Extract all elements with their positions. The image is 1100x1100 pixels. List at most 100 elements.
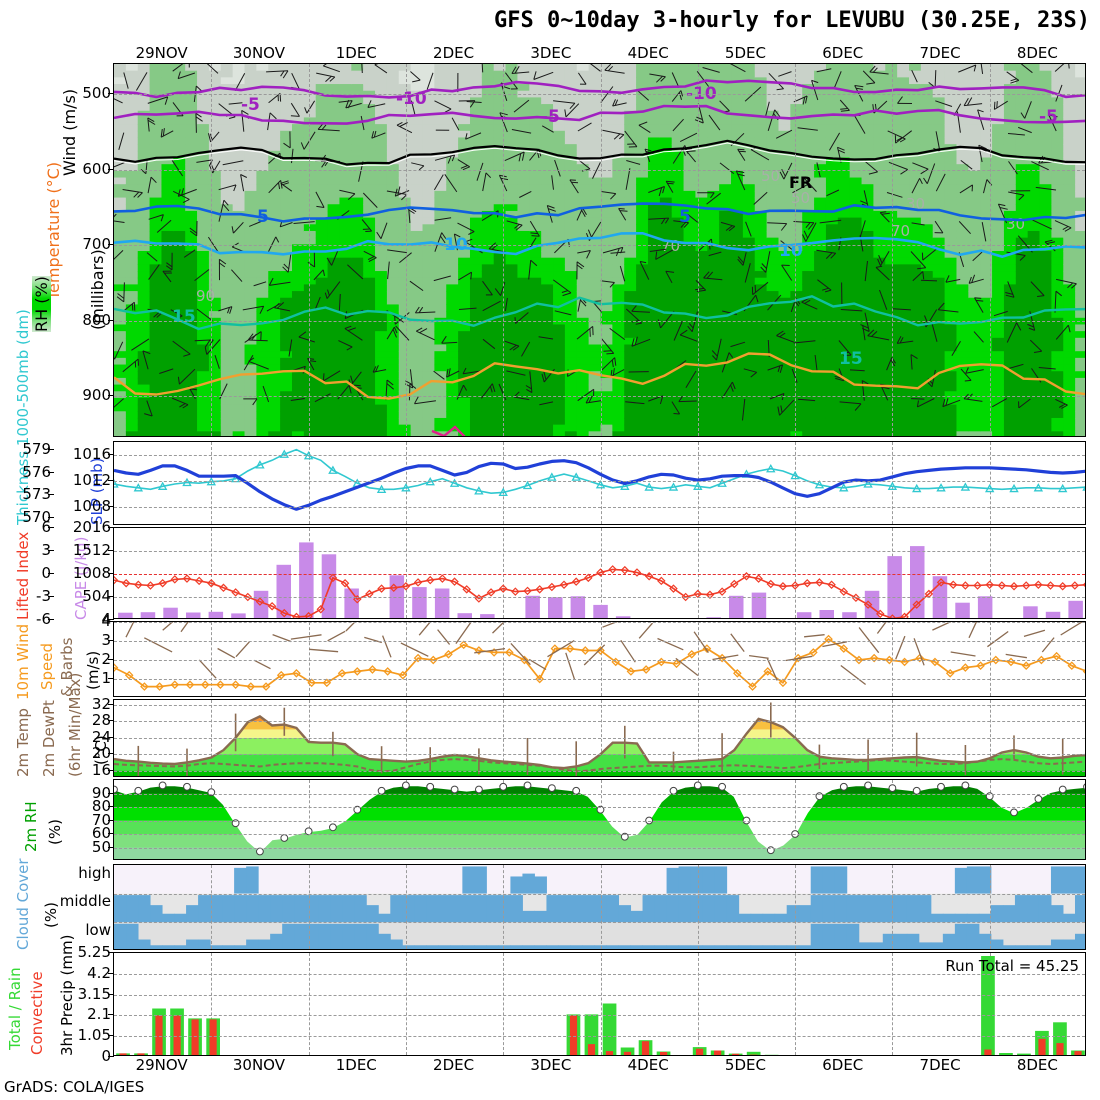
gridline-vertical: [795, 780, 797, 859]
tick-mark: [108, 244, 114, 246]
panel-upper-air[interactable]: 30 50 70 90 70 30 50 -10 -10 -5 -5 -5 5 5 10 10 15 15 FR: [113, 63, 1086, 437]
gridline-vertical: [211, 64, 213, 436]
lifted-index-markers: [114, 565, 1085, 618]
cloud-row-divider: [114, 922, 1085, 924]
ytick-pressure-900: 900: [82, 386, 111, 405]
cloud-row-divider: [114, 893, 1085, 895]
tick-mark: [48, 550, 54, 551]
tick-mark: [108, 1056, 114, 1057]
thickness-line: [114, 448, 1085, 495]
contour-temp-25: [431, 425, 466, 436]
gridline-horizontal: [114, 721, 1085, 723]
date-label-6dec: 6DEC: [822, 1056, 864, 1074]
panel-cloud-cover[interactable]: [113, 864, 1086, 950]
gridline-horizontal: [114, 641, 1085, 642]
cloud-row-label-low: low: [85, 920, 111, 939]
tick-mark: [108, 833, 114, 834]
gridline-horizontal: [114, 551, 1085, 552]
tick-mark: [108, 720, 114, 722]
date-label-1dec: 1DEC: [335, 1056, 377, 1074]
tick-mark: [108, 806, 114, 807]
rh-contour-label: 90: [196, 287, 215, 305]
ytick-li--3: -3: [36, 587, 51, 605]
tick-mark: [108, 621, 114, 622]
ytick-rh-80: 80: [91, 797, 111, 815]
ytick-cape-2016: 2016: [72, 518, 111, 536]
ytick-pressure-800: 800: [82, 310, 111, 329]
contour-label: -5: [241, 95, 260, 115]
panel-precip[interactable]: Run Total = 45.25: [113, 952, 1086, 1056]
ytick-rh-70: 70: [91, 810, 111, 829]
gridline-vertical: [308, 953, 311, 1055]
gridline-horizontal: [114, 622, 1085, 623]
gridline-horizontal: [114, 807, 1085, 808]
gridline-horizontal: [114, 320, 1085, 322]
tick-mark: [108, 395, 114, 397]
cloud-bars-middle: [114, 895, 1085, 923]
tick-mark: [108, 846, 114, 848]
gridline-vertical: [405, 953, 408, 1055]
date-label-5dec: 5DEC: [724, 44, 766, 62]
panel-2m-temp[interactable]: [113, 699, 1086, 777]
panel-10m-wind[interactable]: [113, 621, 1086, 697]
gridline-vertical: [503, 622, 505, 696]
tick-mark: [48, 471, 54, 473]
tick-mark: [108, 505, 114, 507]
cloud-bars-high: [234, 866, 1085, 894]
ytick-li-6: 6: [41, 518, 51, 536]
gridline-vertical: [989, 865, 992, 949]
ytick-wind-4: 4: [101, 612, 111, 630]
dewpoint-line: [114, 758, 1085, 773]
tick-mark: [48, 527, 54, 528]
contour-label: -5: [541, 107, 560, 127]
ytick-thickness-570: 570: [22, 508, 51, 527]
gridline-vertical: [697, 528, 700, 618]
panel-2m-rh[interactable]: [113, 779, 1086, 860]
gridline-horizontal: [114, 597, 1085, 598]
ytick-rh-60: 60: [91, 824, 111, 842]
gridline-vertical: [892, 953, 894, 1055]
slp-line: [114, 459, 1085, 511]
tick-mark: [48, 494, 54, 496]
gridline-vertical: [600, 953, 603, 1055]
ytick-wind-1: 1: [101, 669, 111, 687]
gridline-horizontal: [114, 94, 1085, 96]
ytick-thickness-573: 573: [22, 485, 51, 504]
tick-mark: [108, 93, 114, 95]
gridline-vertical: [405, 622, 408, 696]
ytick-cape-1008: 1008: [72, 564, 111, 582]
rh-contour-label: 70: [891, 222, 910, 240]
tick-mark: [108, 792, 114, 794]
tick-mark: [108, 703, 114, 705]
ytick-thickness-579: 579: [22, 439, 51, 458]
gridline-vertical: [697, 64, 700, 436]
ytick-precip-2.1: 2.1: [87, 1005, 111, 1024]
tick-mark: [108, 550, 114, 551]
tick-mark: [48, 448, 54, 450]
ytick-precip-0: 0: [101, 1047, 111, 1065]
panel-cape-li[interactable]: [113, 527, 1086, 619]
tick-mark: [108, 993, 114, 995]
panel-slp-thickness[interactable]: [113, 441, 1086, 525]
tick-mark: [108, 659, 114, 660]
tick-mark: [108, 596, 114, 597]
gridline-horizontal: [114, 754, 1085, 756]
date-label-8dec: 8DEC: [1016, 44, 1058, 62]
cloud-row-label-high: high: [78, 863, 111, 882]
ytick-temp-32: 32: [91, 694, 111, 713]
gridline-vertical: [795, 865, 797, 949]
gridline-vertical: [308, 442, 311, 524]
gridline-vertical: [503, 953, 505, 1055]
ytick-precip-5.25: 5.25: [77, 943, 111, 961]
axis-label-slp: SLP (mb): [88, 457, 106, 525]
page-title: GFS 0~10day 3-hourly for LEVUBU (30.25E,…: [493, 8, 1090, 33]
tick-mark: [108, 527, 114, 528]
date-label-4dec: 4DEC: [627, 1056, 669, 1074]
tick-mark: [108, 769, 114, 771]
rh-markers: [114, 781, 1085, 856]
gridline-horizontal: [114, 770, 1085, 772]
ytick-pressure-500: 500: [82, 84, 111, 103]
gridline-vertical: [600, 64, 603, 436]
gridline-vertical: [211, 865, 213, 949]
gridline-vertical: [989, 528, 992, 618]
